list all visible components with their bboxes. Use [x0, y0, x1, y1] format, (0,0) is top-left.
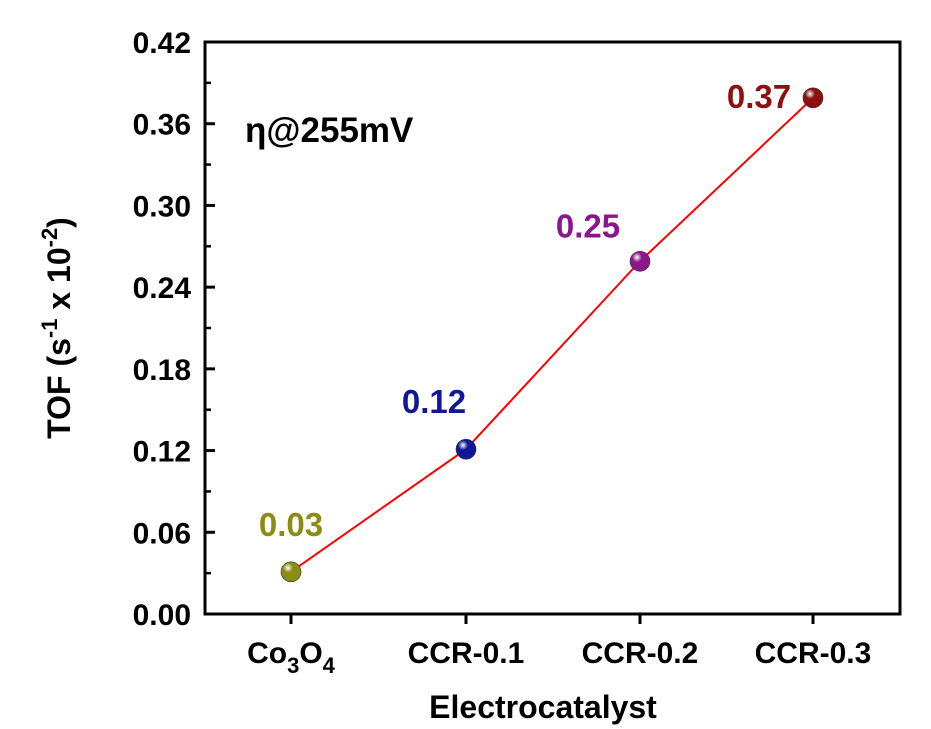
y-axis-title: TOF (s-1 x 10-2): [37, 217, 77, 439]
tof-series-line: [290, 97, 814, 573]
y-tick-label: 0.06: [133, 517, 191, 550]
y-tick-label: 0.36: [133, 109, 191, 142]
data-point-3: [629, 250, 651, 272]
overpotential-annotation: η@255mV: [245, 111, 414, 150]
data-label-3: 0.25: [556, 207, 620, 244]
series: [280, 87, 824, 583]
y-tick-label: 0.00: [133, 599, 191, 632]
x-tick-label: Co3O4: [247, 637, 336, 678]
y-tick-label: 0.12: [133, 436, 191, 469]
data-label-4: 0.37: [727, 78, 791, 115]
x-axis-title: Electrocatalyst: [429, 689, 657, 725]
x-tick-label: CCR-0.3: [755, 637, 872, 670]
data-point-1: [280, 561, 302, 583]
y-tick-label: 0.24: [133, 272, 192, 305]
y-tick-label: 0.18: [133, 354, 191, 387]
x-tick-labels: Co3O4 CCR-0.1 CCR-0.2 CCR-0.3: [247, 637, 871, 678]
data-label-1: 0.03: [259, 506, 323, 543]
y-tick-label: 0.30: [133, 190, 191, 223]
data-point-2: [455, 438, 477, 460]
y-tick-labels: 0.00 0.06 0.12 0.18 0.24 0.30 0.36 0.42: [133, 27, 192, 632]
data-labels: 0.03 0.12 0.25 0.37: [259, 78, 791, 543]
y-tick-label: 0.42: [133, 27, 191, 60]
x-tick-label: CCR-0.2: [582, 637, 699, 670]
tick-marks: [205, 40, 815, 624]
data-point-4: [802, 87, 824, 109]
data-label-2: 0.12: [402, 383, 466, 420]
x-tick-label: CCR-0.1: [408, 637, 525, 670]
